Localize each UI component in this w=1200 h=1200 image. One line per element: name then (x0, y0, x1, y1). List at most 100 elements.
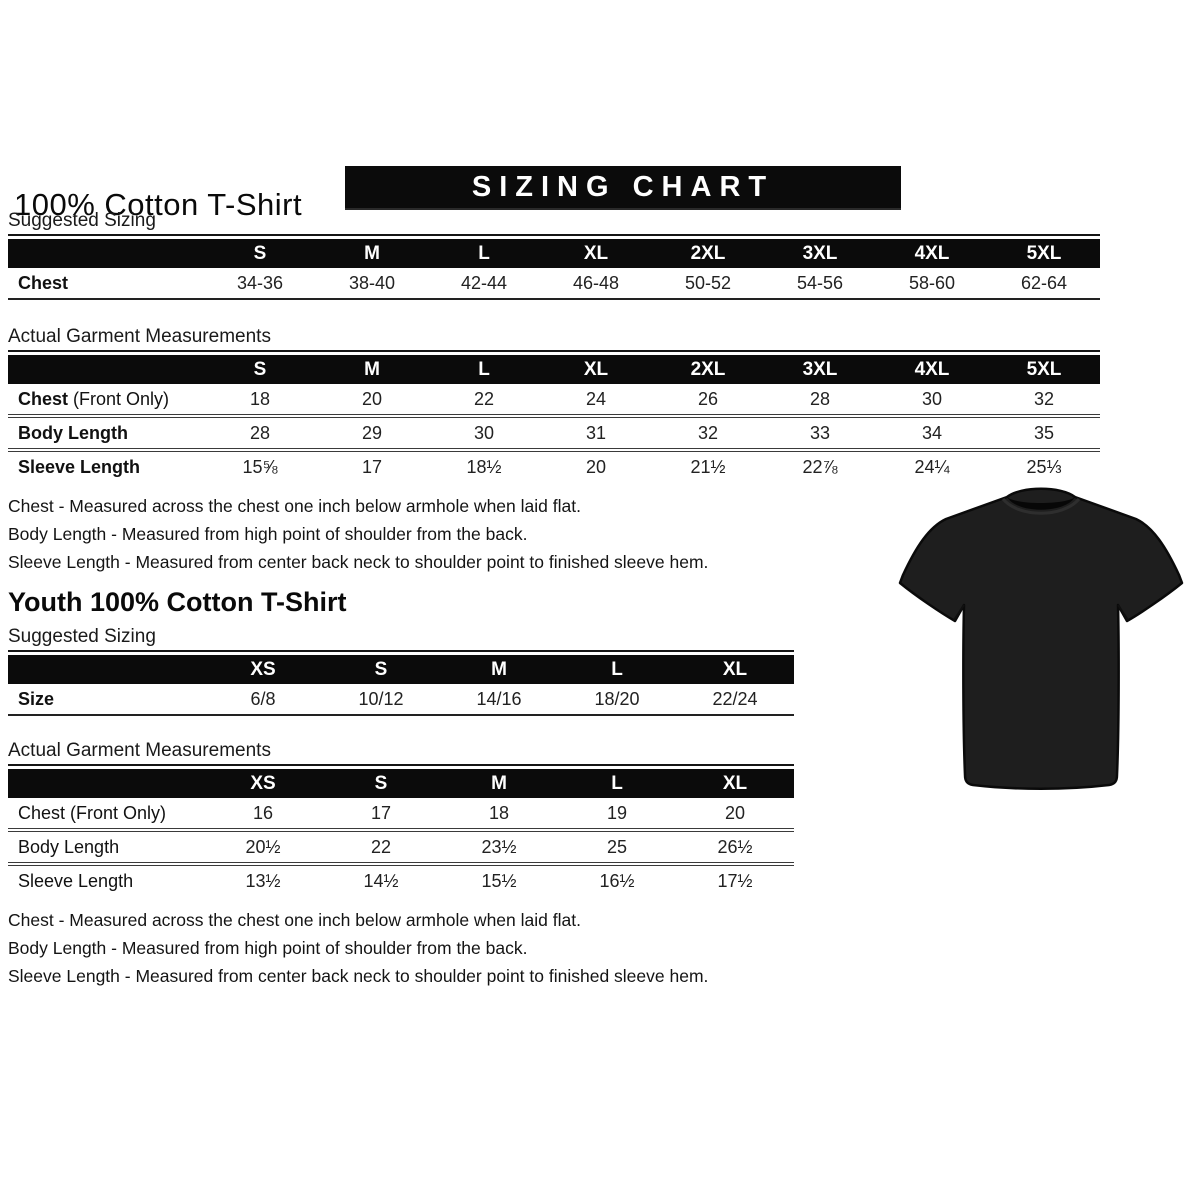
size-column-header: XS (204, 655, 322, 684)
measurement-row: Body Length 20½ 22 23½ 25 26½ (8, 828, 794, 864)
row-label: Sleeve Length (8, 448, 204, 482)
row-label: Size (8, 684, 204, 716)
size-column-header: XL (540, 355, 652, 384)
youth-measurement-notes: Chest - Measured across the chest one in… (8, 906, 1192, 990)
header-corner-cell (8, 355, 204, 384)
measurement-cell: 62-64 (988, 268, 1100, 300)
youth-suggested-label: Suggested Sizing (8, 626, 156, 647)
size-column-header: S (322, 655, 440, 684)
measurement-cell: 14/16 (440, 684, 558, 716)
measurement-row: Chest (Front Only) 18 20 22 24 26 28 30 32 (8, 384, 1100, 416)
row-label: Chest (Front Only) (18, 388, 170, 409)
size-column-header: S (204, 239, 316, 268)
measurement-cell: 20 (724, 802, 746, 823)
size-column-header: 3XL (764, 239, 876, 268)
measurement-cell: 29 (316, 414, 428, 450)
size-header-row: XS S M L XL (8, 769, 794, 798)
size-column-header: XL (540, 239, 652, 268)
tshirt-illustration (898, 487, 1184, 790)
size-column-header: 4XL (876, 239, 988, 268)
row-label: Chest (Front Only) (18, 802, 167, 823)
measurement-cell: 25⅓ (988, 448, 1100, 482)
measurement-cell: 20 (361, 388, 383, 409)
measurement-cell: 16 (252, 802, 274, 823)
measurement-cell: 34-36 (204, 268, 316, 300)
size-header-row: XS S M L XL (8, 655, 794, 684)
measurement-cell: 25 (558, 828, 676, 864)
measurement-note: Chest - Measured across the chest one in… (8, 910, 581, 930)
measurement-cell: 23½ (440, 828, 558, 864)
adult-actual-label: Actual Garment Measurements (8, 326, 271, 347)
size-column-header: XL (676, 655, 794, 684)
measurement-note: Sleeve Length - Measured from center bac… (8, 966, 709, 986)
measurement-note: Chest - Measured across the chest one in… (8, 496, 581, 516)
measurement-cell: 14½ (322, 862, 440, 896)
row-label: Chest (8, 268, 204, 300)
row-label: Body Length (8, 828, 204, 864)
measurement-cell: 6/8 (204, 684, 322, 716)
measurement-cell: 32 (1033, 388, 1055, 409)
size-column-header: M (440, 769, 558, 798)
measurement-cell: 33 (764, 414, 876, 450)
measurement-cell: 35 (988, 414, 1100, 450)
measurement-cell: 22 (473, 388, 495, 409)
measurement-row: Chest (Front Only) 16 17 18 19 20 (8, 798, 794, 830)
size-header-row: S M L XL 2XL 3XL 4XL 5XL (8, 355, 1100, 384)
size-column-header: L (558, 769, 676, 798)
adult-actual-table: S M L XL 2XL 3XL 4XL 5XL Chest (Front Only) 18 20 2… (8, 355, 1100, 482)
measurement-note: Sleeve Length - Measured from center bac… (8, 552, 709, 572)
adult-measurement-notes: Chest - Measured across the chest one in… (8, 492, 1192, 576)
measurement-cell: 30 (921, 388, 943, 409)
size-column-header: 5XL (988, 239, 1100, 268)
measurement-cell: 17½ (676, 862, 794, 896)
measurement-cell: 18 (488, 802, 510, 823)
chart-content: Suggested Sizing S M L XL 2XL 3XL 4XL 5XL Chest 3… (8, 210, 1192, 990)
row-label: Sleeve Length (8, 862, 204, 896)
measurement-cell: 22 (322, 828, 440, 864)
measurement-cell: 22/24 (676, 684, 794, 716)
measurement-note: Body Length - Measured from high point o… (8, 938, 528, 958)
tshirt-left-sleeve-seam (953, 604, 965, 621)
measurement-cell: 54-56 (764, 268, 876, 300)
adult-suggested-section: Suggested Sizing (8, 210, 1100, 236)
size-column-header: M (316, 239, 428, 268)
measurement-cell: 42-44 (428, 268, 540, 300)
measurement-cell: 31 (540, 414, 652, 450)
size-column-header: 5XL (988, 355, 1100, 384)
measurement-cell: 24¼ (876, 448, 988, 482)
youth-suggested-section: Suggested Sizing (8, 626, 794, 652)
measurement-cell: 22⅞ (764, 448, 876, 482)
size-column-header: 4XL (876, 355, 988, 384)
measurement-cell: 24 (585, 388, 607, 409)
measurement-cell: 20½ (204, 828, 322, 864)
tshirt-product-image (890, 476, 1192, 810)
measurement-cell: 17 (316, 448, 428, 482)
measurement-cell: 58-60 (876, 268, 988, 300)
measurement-row: Sleeve Length 13½ 14½ 15½ 16½ 17½ (8, 862, 794, 896)
size-column-header: 2XL (652, 239, 764, 268)
measurement-note: Body Length - Measured from high point o… (8, 524, 528, 544)
measurement-cell: 18½ (428, 448, 540, 482)
tshirt-body-shape (898, 487, 1184, 790)
measurement-row: Size 6/8 10/12 14/16 18/20 22/24 (8, 684, 794, 716)
tshirt-collar-shape (1007, 497, 1075, 510)
tshirt-collar-band (1001, 497, 1081, 515)
header-corner-cell (8, 239, 204, 268)
size-column-header: L (428, 355, 540, 384)
measurement-cell: 15½ (440, 862, 558, 896)
measurement-cell: 32 (652, 414, 764, 450)
size-column-header: XL (676, 769, 794, 798)
adult-suggested-label: Suggested Sizing (8, 210, 156, 231)
row-label: Body Length (8, 414, 204, 450)
size-column-header: M (316, 355, 428, 384)
header-corner-cell (8, 769, 204, 798)
measurement-row: Chest 34-36 38-40 42-44 46-48 50-52 54-56 58-60… (8, 268, 1100, 300)
tshirt-right-sleeve-seam (1117, 604, 1129, 621)
measurement-cell: 15⅝ (204, 448, 316, 482)
sizing-chart-banner: SIZING CHART (345, 166, 901, 208)
size-column-header: M (440, 655, 558, 684)
measurement-cell: 34 (876, 414, 988, 450)
measurement-cell: 19 (606, 802, 628, 823)
measurement-cell: 38-40 (316, 268, 428, 300)
size-column-header: XS (204, 769, 322, 798)
